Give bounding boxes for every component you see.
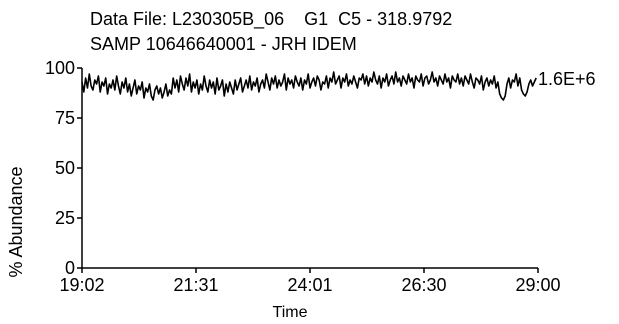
- x-tick-label: 26:30: [401, 275, 446, 295]
- y-tick-label: 0: [65, 258, 75, 278]
- y-tick-label: 25: [55, 208, 75, 228]
- abundance-trace-line: [81, 71, 537, 101]
- x-axis-label: Time: [273, 304, 308, 321]
- y-tick-label: 75: [55, 108, 75, 128]
- y-tick-labels: 0 25 50 75 100: [45, 58, 75, 278]
- x-tick-label: 21:31: [173, 275, 218, 295]
- y-axis: 0 25 50 75 100 % Abundance: [6, 58, 83, 278]
- x-axis: 19:02 21:31 24:01 26:30 29:00 Time: [59, 267, 561, 321]
- y-tick-marks: [77, 67, 82, 269]
- chart-title-line-2: SAMP 10646640001 - JRH IDEM: [90, 34, 357, 54]
- x-tick-marks: [81, 268, 539, 273]
- x-tick-labels: 19:02 21:31 24:01 26:30 29:00: [59, 275, 560, 295]
- x-tick-label: 19:02: [59, 275, 104, 295]
- x-tick-label: 29:00: [515, 275, 560, 295]
- y-tick-label: 100: [45, 58, 75, 78]
- y-tick-label: 50: [55, 158, 75, 178]
- x-tick-label: 24:01: [287, 275, 332, 295]
- y-axis-label: % Abundance: [6, 166, 26, 277]
- scale-label: 1.6E+6: [538, 69, 596, 89]
- chart-title-line-1: Data File: L230305B_06 G1 C5 - 318.9792: [90, 9, 452, 30]
